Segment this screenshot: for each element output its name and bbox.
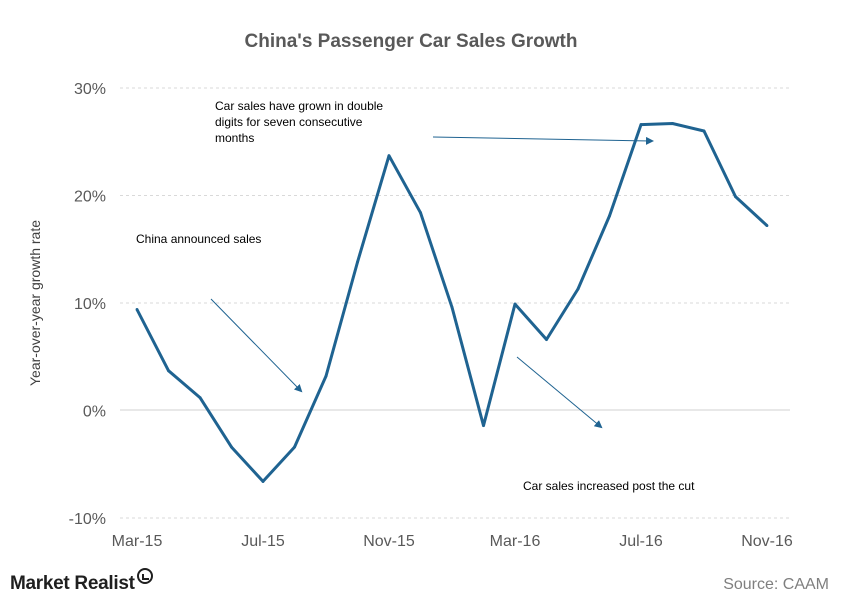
data-point — [545, 338, 548, 341]
chart-title: China's Passenger Car Sales Growth — [245, 31, 578, 52]
data-point — [734, 195, 737, 198]
data-point — [324, 374, 328, 378]
annotation-arrow-double-digits — [432, 136, 654, 145]
x-tick-label: Nov-15 — [363, 533, 415, 550]
x-tick-labels: Mar-15 Jul-15 Nov-15 Mar-16 Jul-16 Nov-16 — [112, 533, 793, 550]
data-point — [230, 445, 233, 449]
annotation-arrow-post-cut — [516, 356, 603, 429]
annotation-announced: China announced sales — [136, 232, 261, 246]
data-point — [765, 224, 769, 228]
data-point — [482, 424, 485, 427]
annotation-arrows — [210, 136, 654, 429]
data-point — [671, 122, 674, 125]
y-tick-label: 30% — [74, 81, 106, 98]
annotation-double-digits-line: digits for seven consecutive — [215, 115, 363, 129]
brand-logo-text: Market Realist — [10, 573, 135, 594]
data-point — [513, 302, 517, 306]
y-tick-label: 10% — [74, 296, 106, 313]
data-point — [576, 287, 580, 291]
brand-logo: Market Realist — [10, 568, 153, 595]
data-point — [639, 123, 643, 126]
annotation-double-digits-line: Car sales have grown in double — [215, 99, 383, 113]
chart-circle-icon — [136, 568, 153, 584]
data-point — [419, 211, 422, 215]
y-tick-label: 20% — [74, 189, 106, 206]
data-point — [387, 154, 391, 158]
gridlines — [120, 87, 790, 519]
source-note: Source: CAAM — [723, 576, 829, 593]
series-group — [135, 122, 769, 483]
annotation-double-digits: Car sales have grown in double digits fo… — [215, 99, 386, 145]
data-point — [702, 129, 706, 133]
data-point — [198, 396, 202, 399]
data-point — [450, 305, 454, 309]
data-point — [167, 369, 170, 373]
data-point — [135, 308, 139, 311]
x-tick-label: Mar-16 — [490, 533, 541, 550]
annotation-arrow-announced — [210, 298, 303, 393]
y-tick-label: 0% — [83, 404, 106, 421]
y-tick-labels: 30% 20% 10% 0% -10% — [69, 81, 106, 528]
data-point — [356, 260, 359, 264]
x-tick-label: Nov-16 — [741, 533, 793, 550]
data-point — [261, 480, 265, 483]
annotation-double-digits-line: months — [215, 131, 254, 145]
data-point — [293, 445, 296, 449]
series-line — [135, 122, 769, 483]
y-tick-label: -10% — [69, 511, 106, 528]
x-tick-label: Jul-15 — [241, 533, 285, 550]
annotation-post-cut: Car sales increased post the cut — [523, 479, 695, 493]
y-axis-label: Year-over-year growth rate — [27, 220, 43, 386]
x-tick-label: Mar-15 — [112, 533, 163, 550]
data-point — [608, 214, 611, 218]
x-tick-label: Jul-16 — [619, 533, 663, 550]
